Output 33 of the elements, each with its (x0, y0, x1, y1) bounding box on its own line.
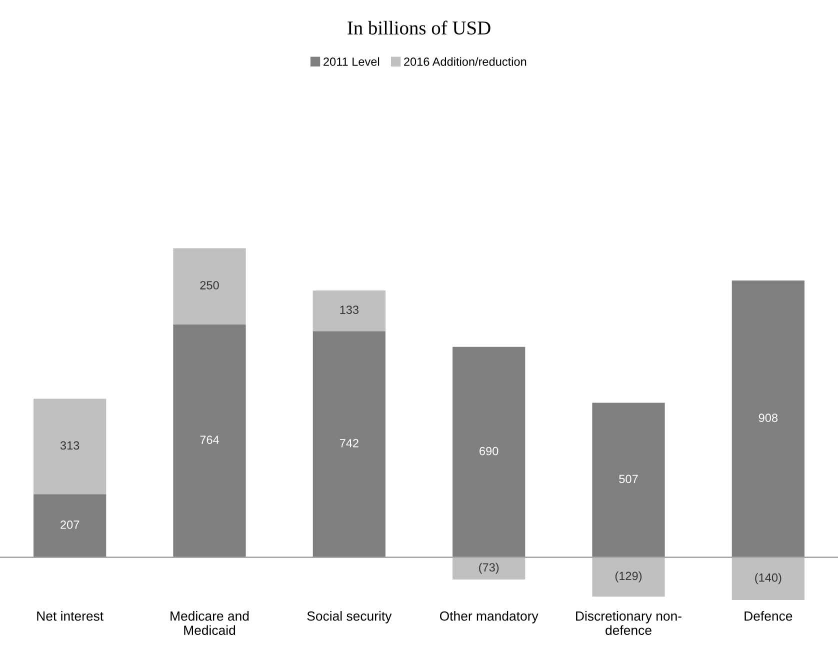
data-label: (129) (615, 571, 642, 582)
bar (452, 557, 526, 580)
x-tick-label: Social security (307, 611, 392, 624)
x-tick-label: Medicare and Medicaid (170, 611, 249, 635)
x-tick-label: Discretionary non- defence (576, 611, 682, 635)
bar (312, 331, 386, 558)
bar (592, 557, 665, 597)
bar (173, 248, 246, 324)
chart-title: In billions of USD (348, 20, 490, 35)
legend-label: 2011 Level (324, 57, 380, 66)
data-label: 742 (340, 438, 358, 448)
bar (34, 398, 106, 494)
legend-label: 2016 Addition/reduction (404, 57, 526, 66)
data-label: 507 (619, 474, 638, 484)
data-label: 690 (480, 446, 498, 456)
x-tick-label: Net interest (37, 611, 104, 621)
data-label: (140) (755, 573, 782, 584)
data-label: 764 (200, 436, 220, 444)
data-label: 313 (60, 441, 80, 450)
data-label: 908 (758, 414, 778, 422)
bar (173, 324, 246, 558)
x-tick-label: Other mandatory (440, 611, 538, 624)
bar (452, 346, 526, 558)
bar (312, 290, 386, 332)
bar (34, 494, 106, 558)
bar (592, 402, 665, 558)
data-label: 250 (200, 281, 219, 290)
data-label: 133 (340, 306, 358, 314)
x-tick-label: Defence (744, 611, 792, 621)
data-label: (73) (479, 562, 499, 574)
data-label: 207 (60, 520, 80, 529)
bar (732, 280, 804, 558)
bar (732, 557, 804, 600)
